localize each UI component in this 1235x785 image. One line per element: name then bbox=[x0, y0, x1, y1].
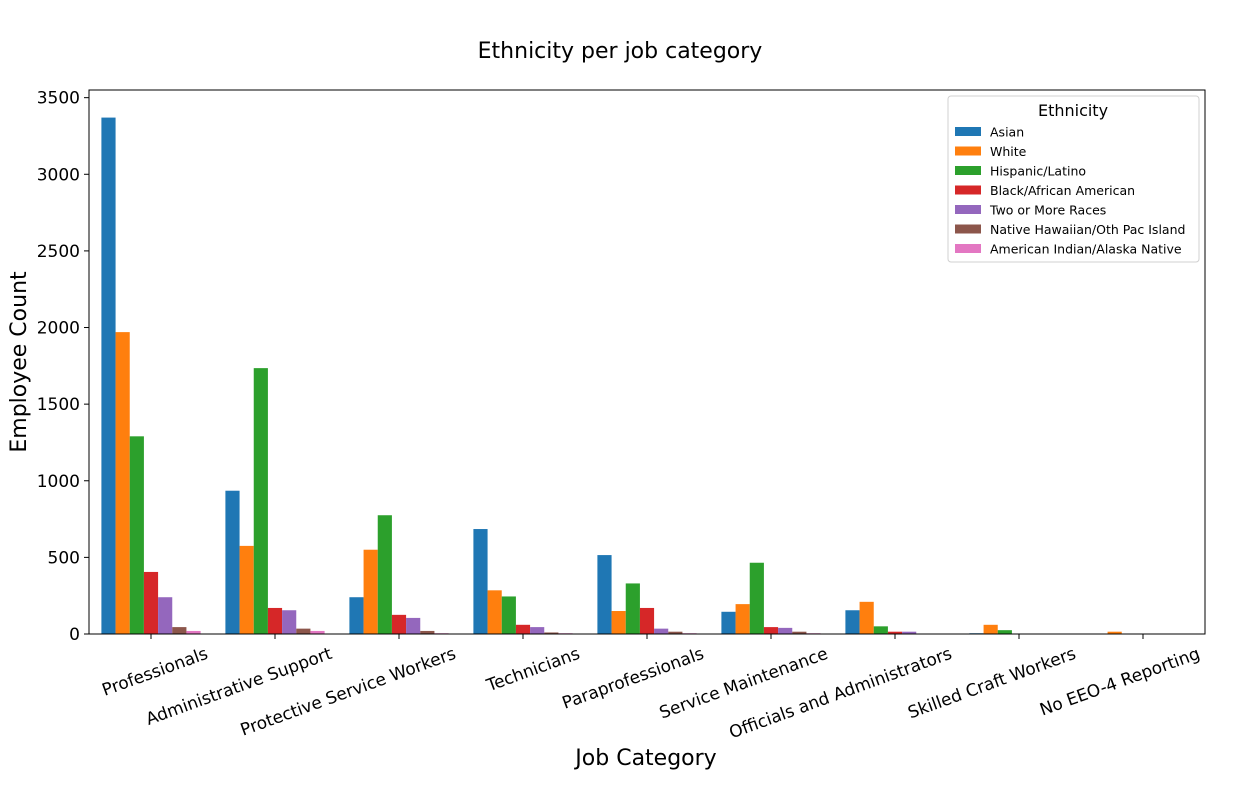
legend-swatch bbox=[955, 166, 981, 175]
y-tick-label: 1500 bbox=[37, 395, 80, 415]
bar bbox=[296, 628, 311, 634]
legend-title: Ethnicity bbox=[1038, 101, 1108, 120]
bar bbox=[186, 630, 201, 634]
bar bbox=[129, 436, 144, 634]
x-axis-label: Job Category bbox=[573, 746, 716, 771]
bar bbox=[377, 515, 392, 634]
bar bbox=[115, 332, 130, 634]
y-tick-label: 0 bbox=[69, 625, 80, 645]
legend-swatch bbox=[955, 127, 981, 136]
bar bbox=[668, 631, 683, 634]
bar bbox=[473, 529, 488, 634]
y-tick-label: 3500 bbox=[37, 89, 80, 109]
bar bbox=[391, 614, 407, 634]
bar bbox=[349, 597, 364, 634]
bar bbox=[253, 368, 268, 634]
x-tick-label: Officials and Administrators bbox=[727, 644, 955, 743]
bar bbox=[902, 631, 917, 634]
bar bbox=[845, 610, 860, 634]
x-tick-label: Protective Service Workers bbox=[238, 644, 459, 741]
y-tick-label: 3000 bbox=[37, 165, 80, 185]
legend-label: White bbox=[990, 144, 1027, 159]
legend-label: Native Hawaiian/Oth Pac Island bbox=[990, 222, 1185, 237]
y-tick-label: 1000 bbox=[37, 472, 80, 492]
legend-label: Black/African American bbox=[990, 183, 1135, 198]
legend-swatch bbox=[955, 224, 981, 234]
bar bbox=[158, 597, 173, 634]
legend: Ethnicity Asian White Hispanic/Latino Black… bbox=[947, 95, 1200, 263]
x-tick-label: Technicians bbox=[483, 644, 583, 697]
bar bbox=[1107, 631, 1122, 634]
bar bbox=[983, 624, 998, 634]
y-tick-label: 500 bbox=[48, 548, 80, 568]
bar bbox=[611, 611, 626, 634]
y-axis-label: Employee Count bbox=[7, 271, 32, 453]
legend-swatch bbox=[955, 205, 981, 214]
bar bbox=[639, 607, 655, 634]
legend-box bbox=[947, 95, 1200, 263]
bar bbox=[721, 611, 736, 634]
bar bbox=[749, 562, 764, 634]
bar bbox=[310, 630, 325, 634]
y-axis-ticks: 0 500 1000 1500 2000 2500 3000 3500 bbox=[37, 89, 89, 645]
bar bbox=[143, 571, 159, 634]
bar bbox=[597, 555, 612, 634]
chart-title: Ethnicity per job category bbox=[478, 39, 763, 64]
bar bbox=[282, 610, 297, 634]
bar bbox=[997, 630, 1012, 634]
plot-frame bbox=[88, 89, 1206, 635]
bar bbox=[501, 596, 516, 634]
bar bbox=[487, 590, 502, 634]
bar bbox=[887, 631, 903, 634]
bar bbox=[763, 627, 779, 634]
bar bbox=[530, 627, 545, 634]
bar bbox=[792, 631, 807, 634]
bar bbox=[363, 549, 378, 634]
bar bbox=[101, 117, 116, 634]
bar bbox=[225, 490, 240, 634]
bar bbox=[654, 628, 669, 634]
legend-label: American Indian/Alaska Native bbox=[990, 242, 1182, 257]
y-tick-label: 2500 bbox=[37, 242, 80, 262]
bar bbox=[544, 632, 559, 634]
y-tick-label: 2000 bbox=[37, 319, 80, 339]
legend-swatch bbox=[955, 244, 981, 253]
bar bbox=[735, 604, 750, 634]
bar bbox=[515, 624, 531, 634]
bar bbox=[778, 627, 793, 634]
legend-label: Two or More Races bbox=[989, 203, 1106, 218]
bar bbox=[873, 626, 888, 634]
bar bbox=[625, 583, 640, 634]
legend-swatch bbox=[955, 146, 981, 156]
bar bbox=[172, 627, 187, 634]
bar bbox=[239, 545, 254, 634]
legend-swatch bbox=[955, 185, 981, 195]
legend-label: Asian bbox=[990, 125, 1024, 140]
legend-label: Hispanic/Latino bbox=[990, 164, 1086, 179]
bar bbox=[420, 630, 435, 634]
bar bbox=[406, 617, 421, 634]
bars-group bbox=[101, 117, 1122, 634]
legend-items: Asian White Hispanic/Latino Black/African A… bbox=[955, 125, 1185, 257]
bar bbox=[267, 607, 283, 634]
bar bbox=[859, 601, 874, 634]
